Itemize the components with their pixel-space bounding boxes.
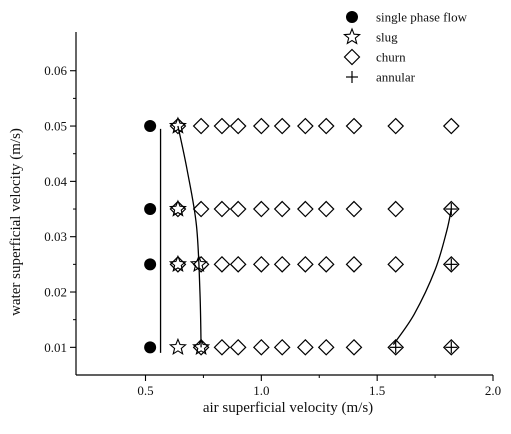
churn-point <box>345 117 363 135</box>
churn-point <box>317 200 335 218</box>
x-axis-title: air superficial velocity (m/s) <box>203 400 373 416</box>
churn-point <box>192 256 210 273</box>
annular-point <box>389 341 402 354</box>
churn-point <box>252 117 270 135</box>
annular-point <box>445 341 458 354</box>
churn-point <box>317 338 335 356</box>
churn-point <box>229 256 247 273</box>
axes: 0.5 1.0 1.5 2.0 0.01 0.02 0.03 0.04 0.05 0.06 <box>44 32 501 398</box>
legend-marker-single-phase-flow <box>346 11 358 23</box>
churn-point <box>213 338 231 356</box>
churn-point <box>297 117 314 135</box>
slug-point <box>168 199 187 217</box>
x-tick-label: 2.0 <box>485 383 501 398</box>
single-phase-flow-point <box>144 341 157 354</box>
churn-point <box>229 200 247 218</box>
churn-point <box>317 256 335 273</box>
legend-label: single phase flow <box>376 10 468 25</box>
single-phase-flow-point <box>144 120 157 133</box>
churn-point <box>213 117 231 135</box>
y-tick-label: 0.02 <box>44 285 67 300</box>
slug-point <box>192 337 211 356</box>
churn-point <box>297 338 314 356</box>
churn-point <box>345 200 363 218</box>
churn-point <box>387 256 405 273</box>
legend: single phase flow slug churn annular <box>342 10 468 85</box>
slug-point <box>168 254 187 273</box>
churn-point <box>213 200 231 218</box>
boundary-line <box>177 125 202 348</box>
churn-point <box>192 117 210 135</box>
churn-point <box>387 200 405 218</box>
churn-point <box>387 117 405 135</box>
legend-marker-annular <box>346 71 358 83</box>
boundary-lines <box>159 125 452 353</box>
churn-point <box>192 338 210 356</box>
slug-point <box>189 254 208 273</box>
churn-point <box>442 338 460 356</box>
churn-point <box>273 256 291 273</box>
churn-point <box>273 117 291 135</box>
churn-point <box>213 256 231 273</box>
legend-label: churn <box>376 50 406 65</box>
churn-point <box>273 338 291 356</box>
legend-marker-churn <box>343 48 361 66</box>
churn-point <box>442 256 460 273</box>
churn-point <box>229 338 247 356</box>
x-tick-label: 0.5 <box>137 383 153 398</box>
y-tick-label: 0.05 <box>44 119 67 134</box>
churn-point <box>297 256 314 273</box>
churn-point <box>252 200 270 218</box>
annular-point <box>445 203 458 216</box>
legend-label: slug <box>376 30 398 45</box>
legend-label: annular <box>376 70 416 85</box>
boundary-line <box>392 208 452 345</box>
y-tick-label: 0.06 <box>44 63 67 78</box>
churn-point <box>169 200 187 218</box>
churn-point <box>317 117 335 135</box>
churn-point <box>297 200 314 218</box>
churn-point <box>192 200 210 218</box>
churn-point <box>387 338 405 356</box>
legend-marker-slug <box>342 27 362 45</box>
churn-point <box>169 117 187 135</box>
churn-point <box>252 256 270 273</box>
churn-point <box>252 338 270 356</box>
churn-point <box>345 338 363 356</box>
y-axis-title: water superficial velocity (m/s) <box>8 128 24 316</box>
slug-point <box>168 337 187 356</box>
y-tick-label: 0.03 <box>44 229 67 244</box>
slug-point <box>168 116 187 134</box>
churn-point <box>442 200 460 218</box>
data-markers <box>144 116 460 356</box>
churn-point <box>169 256 187 273</box>
x-tick-label: 1.0 <box>253 383 269 398</box>
y-tick-label: 0.04 <box>44 174 67 189</box>
x-tick-label: 1.5 <box>369 383 385 398</box>
churn-point <box>229 117 247 135</box>
annular-point <box>445 258 458 271</box>
single-phase-flow-point <box>144 203 157 216</box>
single-phase-flow-point <box>144 258 157 271</box>
y-tick-label: 0.01 <box>44 340 67 355</box>
churn-point <box>273 200 291 218</box>
churn-point <box>345 256 363 273</box>
churn-point <box>442 117 460 135</box>
